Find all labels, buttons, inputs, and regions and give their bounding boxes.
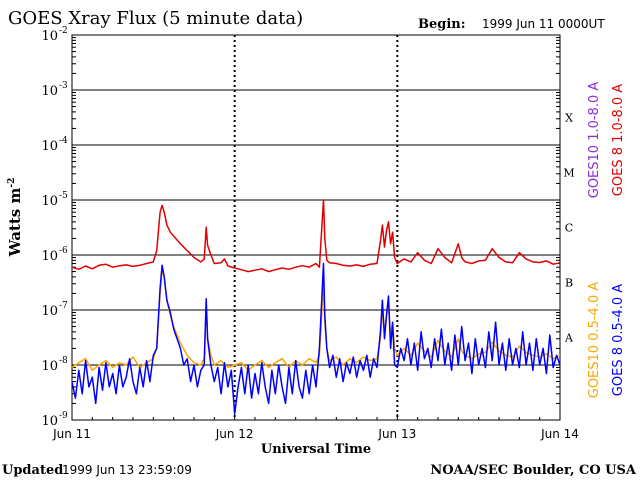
flare-class-label: A	[564, 332, 574, 345]
legend: GOES10 1.0-8.0 A GOES 8 1.0-8.0 A GOES10 0…	[587, 82, 626, 399]
y-tick-mantissa: 10	[41, 84, 58, 99]
flare-class-label: B	[565, 277, 573, 290]
y-tick-label: 10	[41, 139, 58, 154]
x-tick-label: Jun 11	[52, 427, 91, 441]
y-tick-mantissa: 10	[41, 359, 58, 374]
y-tick-exponent: -5	[59, 191, 68, 201]
y-tick-exponent: -2	[59, 26, 68, 36]
y-tick-exponent: -6	[59, 246, 68, 256]
x-tick-label: Jun 13	[377, 427, 416, 441]
y-tick-label: 10	[41, 414, 58, 429]
y-tick-label: 10	[41, 359, 58, 374]
y-tick-exponent: -3	[59, 81, 68, 91]
updated-value: 1999 Jun 13 23:59:09	[62, 463, 192, 477]
y-tick-exponent: -7	[59, 301, 68, 311]
y-axis-title-exponent: -2	[7, 178, 17, 188]
y-tick-mantissa: 10	[41, 414, 58, 429]
flare-class-labels: X M C B A	[563, 112, 574, 345]
legend-entry: GOES10 0.5-4.0 A	[587, 282, 602, 399]
y-tick-label: 10	[41, 29, 58, 44]
y-tick-mantissa: 10	[41, 29, 58, 44]
y-tick-mantissa: 10	[41, 194, 58, 209]
y-tick-label: 10	[41, 194, 58, 209]
y-tick-label: 10	[41, 304, 58, 319]
y-tick-mantissa: 10	[41, 304, 58, 319]
y-tick-label: 10	[41, 84, 58, 99]
y-tick-labels: 10-910-810-710-610-510-410-310-2	[41, 26, 68, 429]
begin-label: Begin:	[418, 17, 466, 32]
x-tick-labels: Jun 11 Jun 12 Jun 13 Jun 14	[52, 414, 579, 441]
chart-title: GOES Xray Flux (5 minute data)	[8, 8, 303, 29]
legend-entry: GOES10 1.0-8.0 A	[587, 82, 602, 199]
x-axis-title: Universal Time	[261, 442, 371, 457]
credit: NOAA/SEC Boulder, CO USA	[430, 463, 637, 478]
y-tick-mantissa: 10	[41, 139, 58, 154]
y-tick-mantissa: 10	[41, 249, 58, 264]
legend-entry: GOES 8 1.0-8.0 A	[611, 84, 626, 196]
flare-class-label: X	[565, 112, 573, 125]
series-line	[71, 262, 561, 415]
y-axis-title: Watts m-2	[6, 178, 24, 258]
y-tick-label: 10	[41, 249, 58, 264]
flare-class-label: C	[565, 222, 573, 235]
flare-class-label: M	[563, 167, 574, 180]
x-tick-label: Jun 12	[215, 427, 254, 441]
x-tick-label: Jun 14	[540, 427, 579, 441]
legend-entry: GOES 8 0.5-4.0 A	[611, 284, 626, 396]
y-tick-exponent: -8	[59, 356, 68, 366]
begin-value: 1999 Jun 11 0000UT	[482, 17, 605, 31]
series-lines	[71, 199, 561, 415]
updated-label: Updated	[2, 463, 63, 478]
y-axis-title-text: Watts m	[6, 188, 24, 258]
y-tick-exponent: -4	[59, 136, 68, 146]
series-line	[71, 199, 561, 273]
y-tick-exponent: -9	[59, 411, 68, 421]
